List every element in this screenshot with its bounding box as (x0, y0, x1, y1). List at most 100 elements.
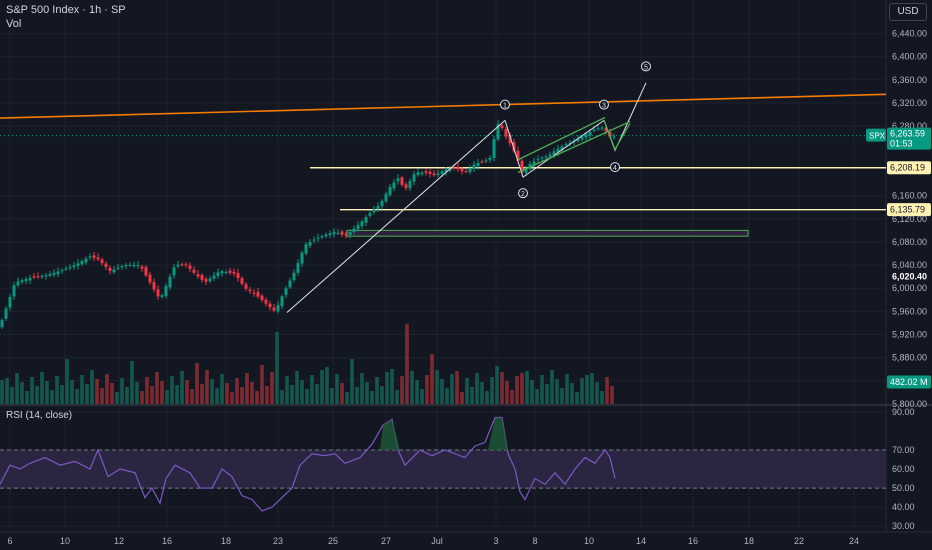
candle-body (480, 161, 484, 163)
volume-bar (75, 389, 79, 404)
volume-label: Vol (6, 18, 22, 30)
volume-bar (395, 390, 399, 404)
volume-bar (360, 373, 364, 404)
candle-body (100, 259, 104, 264)
volume-bar (550, 370, 554, 404)
candle-body (484, 160, 488, 162)
candle-body (224, 272, 228, 274)
wave-label-3: 3 (602, 103, 606, 110)
volume-bar (265, 386, 269, 404)
wave-label-circle (610, 162, 620, 173)
wave-label-1: 1 (503, 103, 507, 110)
volume-bar (365, 382, 369, 404)
candle-body (196, 274, 200, 277)
channel-line-lower (517, 120, 631, 174)
volume-bar (545, 384, 549, 404)
volume-bar (70, 380, 74, 404)
candle-body (456, 167, 460, 170)
candle-body (288, 280, 292, 288)
candle-body (612, 136, 616, 138)
candle-body (216, 272, 220, 276)
time-tick-label: 6 (7, 536, 12, 546)
candle-body (232, 271, 236, 274)
candle-body (516, 150, 520, 161)
volume-bar (495, 366, 499, 404)
candle-body (492, 139, 496, 159)
candle-body (392, 182, 396, 189)
volume-bar (605, 377, 609, 404)
candle-body (584, 134, 588, 138)
candle-body (604, 127, 608, 132)
candle-body (304, 244, 308, 254)
last-price-tag-bg (887, 127, 931, 150)
volume-bar (405, 324, 409, 404)
volume-bar (565, 374, 569, 404)
volume-bar (535, 389, 539, 404)
candle-body (424, 171, 428, 173)
symbol-title: S&P 500 Index · 1h · SP (6, 4, 126, 16)
candle-body (144, 267, 148, 276)
candle-body (532, 161, 536, 166)
candle-body (512, 142, 516, 152)
candle-body (496, 124, 500, 140)
volume-bar (235, 378, 239, 404)
currency-button[interactable]: USD (889, 3, 927, 21)
volume-bar (340, 383, 344, 404)
time-tick-label: 16 (162, 536, 172, 546)
candle-body (556, 148, 560, 153)
volume-bar (30, 377, 34, 404)
candle-body (16, 281, 20, 286)
candle-body (8, 296, 12, 308)
wave-label-5: 5 (644, 64, 648, 71)
time-tick-label: Jul (431, 536, 443, 546)
volume-bar (0, 380, 4, 404)
time-tick-label: 10 (60, 536, 70, 546)
candle-body (132, 265, 136, 267)
spx-tag-bg (866, 128, 886, 142)
candle-body (120, 266, 124, 268)
volume-bar (35, 386, 39, 404)
volume-bar (575, 392, 579, 404)
price-tick-label: 6,080.00 (892, 237, 927, 247)
volume-bar (65, 359, 69, 404)
candle-body (596, 128, 600, 130)
candle-body (116, 267, 120, 269)
volume-bar (80, 375, 84, 404)
candle-body (568, 142, 572, 144)
spx-tag: SPX (869, 132, 886, 141)
last-price-tag: 6,263.59 (890, 129, 925, 139)
rsi-overbought-fill (380, 419, 400, 450)
volume-bar (5, 378, 9, 404)
volume-bar (500, 372, 504, 404)
candle-body (436, 173, 440, 176)
volume-bar (20, 382, 24, 404)
candle-body (312, 239, 316, 241)
candle-body (188, 265, 192, 269)
candle-body (84, 258, 88, 263)
volume-bar (150, 386, 154, 404)
candle-body (240, 278, 244, 284)
rsi-tick-label: 60.00 (892, 464, 915, 474)
candle-body (164, 285, 168, 297)
volume-bar (100, 388, 104, 404)
volume-bar (295, 371, 299, 404)
candle-body (500, 125, 504, 128)
wave-label-circle (500, 99, 510, 110)
volume-bar (145, 377, 149, 404)
volume-bar (45, 381, 49, 404)
rsi-tick-label: 90.00 (892, 407, 915, 417)
candle-body (504, 129, 508, 137)
volume-bar (125, 387, 129, 404)
volume-bar (305, 389, 309, 404)
volume-bar (205, 370, 209, 404)
candle-body (384, 193, 388, 202)
volume-bar (595, 382, 599, 404)
candle-body (260, 295, 264, 301)
price-marker-tag: 6,020.40 (892, 271, 927, 281)
volume-bar (90, 370, 94, 404)
volume-bar (610, 386, 614, 404)
candle-body (540, 157, 544, 159)
candle-body (320, 236, 324, 238)
candle-body (564, 144, 568, 146)
